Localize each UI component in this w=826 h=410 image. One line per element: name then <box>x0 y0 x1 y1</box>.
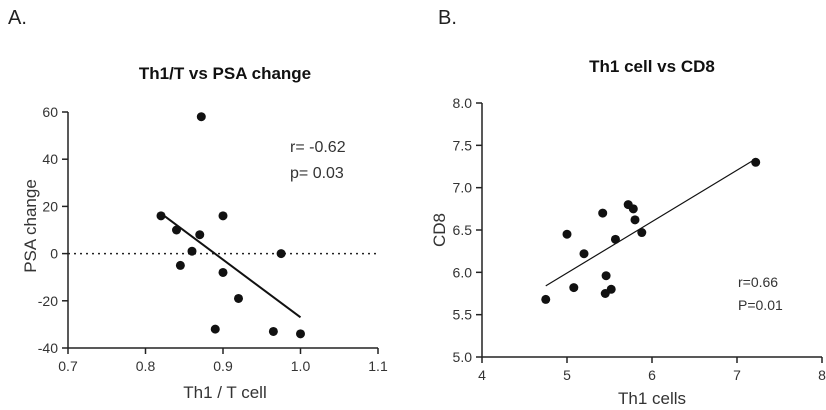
x-tick-label: 5 <box>563 367 571 383</box>
data-point <box>210 324 220 334</box>
data-point <box>606 284 616 294</box>
panel-a-p-value: p= 0.03 <box>290 165 344 182</box>
x-tick-label: 6 <box>648 367 656 383</box>
x-tick-label: 1.1 <box>368 358 388 374</box>
panel-a-points <box>156 112 305 339</box>
data-point <box>601 271 611 281</box>
y-tick-label: 60 <box>42 104 58 120</box>
data-point <box>234 293 243 303</box>
data-point <box>569 283 579 293</box>
y-tick-label: -40 <box>38 340 58 356</box>
data-point <box>156 211 166 221</box>
data-point <box>276 249 286 259</box>
data-point <box>296 329 305 339</box>
panel-b-regression-line <box>545 158 757 287</box>
data-point <box>195 230 205 240</box>
panel-b-title: Th1 cell vs CD8 <box>589 57 715 76</box>
y-tick-label: 40 <box>42 151 58 167</box>
data-point <box>628 204 638 214</box>
x-tick-label: 7 <box>733 367 741 383</box>
panel-b-y-axis-label: CD8 <box>430 213 449 247</box>
panel-a-letter: A. <box>8 7 27 29</box>
panel-b-y-ticks: 5.0 5.5 6.0 6.5 7.0 7.5 8.0 <box>453 95 482 365</box>
data-point <box>196 112 206 122</box>
data-point <box>630 215 640 225</box>
panel-a-x-axis-label: Th1 / T cell <box>183 383 266 402</box>
panel-a-regression-line <box>160 212 302 319</box>
x-tick-label: 4 <box>478 367 486 383</box>
data-point <box>218 267 228 277</box>
data-point <box>187 246 197 256</box>
data-point <box>579 249 589 259</box>
y-tick-label: -20 <box>38 293 58 309</box>
panel-a-x-ticks: 0.7 0.8 0.9 1.0 1.1 <box>58 348 388 374</box>
x-tick-label: 8 <box>818 367 826 383</box>
x-tick-label: 0.8 <box>136 358 156 374</box>
y-tick-label: 5.5 <box>453 307 473 323</box>
panel-b-letter: B. <box>438 7 457 29</box>
y-tick-label: 20 <box>42 198 58 214</box>
panel-a-y-ticks: -40 -20 0 20 40 60 <box>38 104 68 356</box>
data-point <box>562 229 572 239</box>
panel-b-x-axis-label: Th1 cells <box>618 389 686 408</box>
data-point <box>751 157 761 167</box>
x-tick-label: 0.7 <box>58 358 78 374</box>
panel-b-x-ticks: 4 5 6 7 8 <box>478 357 826 383</box>
y-tick-label: 5.0 <box>453 349 473 365</box>
panel-a-r-value: r= -0.62 <box>290 139 346 156</box>
data-point <box>175 260 185 270</box>
panel-b: B. Th1 cell vs CD8 Th1 cells CD8 5.0 5.5 6… <box>430 7 826 408</box>
x-tick-label: 1.0 <box>291 358 311 374</box>
y-tick-label: 6.5 <box>453 222 473 238</box>
data-point <box>598 208 608 218</box>
panel-a: A. Th1/T vs PSA change Th1 / T cell PSA … <box>8 7 388 402</box>
panel-a-y-axis-label: PSA change <box>21 179 40 273</box>
data-point <box>268 326 278 336</box>
data-point <box>541 294 551 304</box>
panel-a-title: Th1/T vs PSA change <box>139 64 311 83</box>
data-point <box>637 228 647 238</box>
y-tick-label: 0 <box>50 246 58 262</box>
x-tick-label: 0.9 <box>213 358 233 374</box>
panel-b-points <box>541 157 761 304</box>
panel-b-r-value: r=0.66 <box>738 274 778 290</box>
data-point <box>172 225 181 235</box>
y-tick-label: 6.0 <box>453 264 473 280</box>
y-tick-label: 7.0 <box>453 180 473 196</box>
data-point <box>610 234 620 244</box>
y-tick-label: 8.0 <box>453 95 473 111</box>
y-tick-label: 7.5 <box>453 137 473 153</box>
panel-b-p-value: P=0.01 <box>738 297 783 313</box>
data-point <box>218 211 228 221</box>
